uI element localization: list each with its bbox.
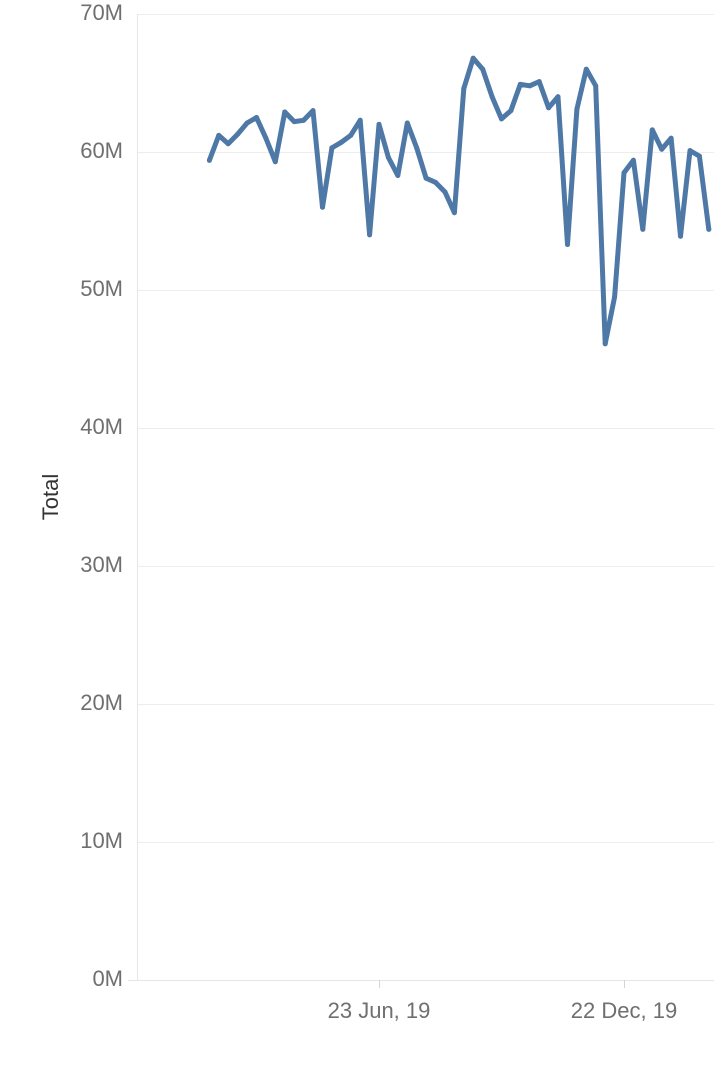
data-point[interactable] (461, 86, 467, 91)
data-point[interactable] (291, 119, 297, 125)
data-point[interactable] (659, 146, 665, 152)
x-axis-ticks (379, 980, 625, 988)
series-line (206, 55, 712, 347)
data-point[interactable] (404, 120, 410, 126)
data-point[interactable] (395, 173, 401, 178)
data-point[interactable] (593, 83, 599, 89)
data-point[interactable] (442, 189, 448, 195)
data-point[interactable] (536, 79, 542, 85)
data-point[interactable] (668, 135, 674, 141)
data-point[interactable] (555, 94, 561, 100)
data-point[interactable] (244, 120, 250, 126)
data-point[interactable] (329, 145, 335, 151)
data-point[interactable] (630, 157, 636, 163)
data-point[interactable] (678, 233, 683, 239)
data-point[interactable] (216, 132, 222, 138)
y-tick-label: 40M (80, 414, 123, 439)
data-point[interactable] (338, 139, 344, 145)
y-tick-label: 50M (80, 276, 123, 301)
data-point[interactable] (621, 170, 627, 176)
data-point[interactable] (574, 106, 580, 112)
data-point[interactable] (649, 127, 655, 133)
data-point[interactable] (696, 153, 702, 159)
data-point[interactable] (263, 135, 269, 141)
data-point[interactable] (254, 115, 259, 120)
data-point[interactable] (433, 179, 438, 185)
data-point[interactable] (470, 55, 476, 61)
data-point[interactable] (565, 242, 570, 247)
data-point[interactable] (348, 132, 354, 138)
y-tick-label: 30M (80, 552, 123, 577)
y-tick-label: 20M (80, 690, 123, 715)
y-tick-label: 10M (80, 828, 123, 853)
y-tick-label: 70M (80, 0, 123, 25)
data-point[interactable] (612, 294, 618, 300)
series-layer (206, 55, 712, 347)
data-point[interactable] (517, 81, 523, 87)
data-point[interactable] (451, 210, 457, 216)
data-point[interactable] (499, 116, 504, 122)
x-axis-tick-labels: 23 Jun, 19 22 Dec, 19 (328, 998, 678, 1023)
y-tick-label: 0M (92, 966, 123, 991)
data-point[interactable] (367, 232, 373, 238)
data-point[interactable] (235, 131, 241, 137)
data-point[interactable] (385, 155, 391, 160)
y-tick-label: 60M (80, 138, 123, 163)
data-point[interactable] (508, 108, 514, 114)
data-point[interactable] (357, 117, 363, 123)
data-point[interactable] (206, 157, 212, 163)
data-point[interactable] (310, 108, 316, 114)
data-point[interactable] (423, 175, 429, 181)
data-point[interactable] (706, 226, 712, 232)
data-point[interactable] (282, 109, 288, 115)
data-point[interactable] (414, 145, 420, 151)
data-point[interactable] (583, 66, 589, 72)
y-axis-title: Total (38, 474, 63, 520)
y-axis-tick-labels: 0M 10M 20M 30M 40M 50M 60M 70M (80, 0, 123, 991)
data-point[interactable] (480, 66, 486, 72)
grid-lines (137, 14, 714, 843)
data-point[interactable] (301, 117, 307, 123)
data-point[interactable] (687, 148, 693, 154)
data-point[interactable] (640, 226, 646, 232)
data-point[interactable] (320, 204, 325, 210)
data-point[interactable] (546, 105, 552, 111)
data-point[interactable] (489, 94, 495, 100)
x-tick-label: 23 Jun, 19 (328, 998, 431, 1023)
data-point[interactable] (602, 341, 608, 347)
data-point[interactable] (225, 141, 231, 147)
data-point[interactable] (376, 121, 382, 127)
x-tick-label: 22 Dec, 19 (571, 998, 677, 1023)
data-point[interactable] (527, 83, 533, 89)
data-point[interactable] (272, 159, 278, 165)
